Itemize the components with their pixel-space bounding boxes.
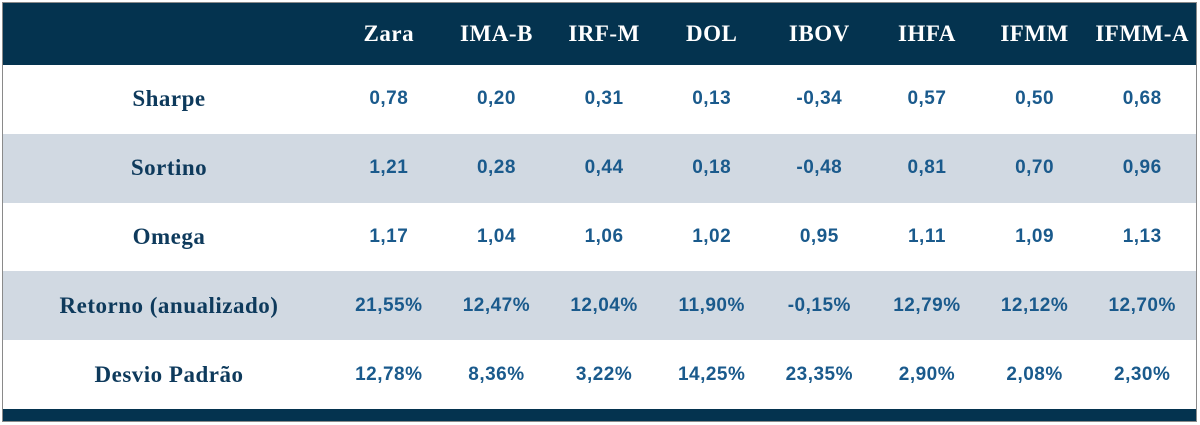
table-body: Sharpe 0,78 0,20 0,31 0,13 -0,34 0,57 0,50 0,68 S… [3,65,1196,409]
value-cell: 0,20 [476,88,516,110]
value-cell: 2,08% [1006,363,1063,385]
value-cell: 1,17 [369,225,409,247]
column-header: IMA-B [460,21,533,46]
row-label: Retorno (anualizado) [59,292,279,318]
value-cell: 1,06 [584,225,624,247]
value-cell: 12,04% [570,294,638,316]
value-cell: 0,96 [1122,157,1162,179]
value-cell: 1,13 [1122,225,1162,247]
value-cell: -0,48 [796,157,843,179]
value-cell: 0,18 [692,157,732,179]
column-header: Zara [363,21,415,46]
value-cell: 2,30% [1114,363,1171,385]
column-header: IFMM [1000,21,1069,46]
column-header: DOL [686,21,738,46]
value-cell: 0,57 [907,88,947,110]
value-cell: 0,28 [476,157,516,179]
value-cell: 12,78% [355,363,423,385]
value-cell: -0,15% [787,294,851,316]
value-cell: 0,95 [799,225,839,247]
value-cell: 0,70 [1015,157,1055,179]
value-cell: 0,78 [369,88,409,110]
value-cell: 12,47% [462,294,531,316]
table-header-row: Zara IMA-B IRF-M DOL IBOV IHFA IFMM IFMM-A [3,3,1196,65]
table-row: Sortino 1,21 0,28 0,44 0,18 -0,48 0,81 0,70 0,96 [3,133,1196,203]
column-header: IHFA [898,21,956,46]
value-cell: 1,21 [369,157,409,179]
row-label: Sortino [130,155,208,181]
column-header: IBOV [788,21,850,46]
value-cell: 3,22% [575,363,633,385]
column-header: IRF-M [568,21,640,46]
value-cell: 0,13 [692,88,732,110]
table-row: Sharpe 0,78 0,20 0,31 0,13 -0,34 0,57 0,50 0,68 [3,65,1196,134]
value-cell: 8,36% [468,363,525,385]
value-cell: 1,04 [476,225,516,247]
row-label: Desvio Padrão [94,361,244,387]
value-cell: 11,90% [678,294,745,316]
value-cell: 1,09 [1015,225,1055,247]
value-cell: 23,35% [785,363,854,385]
value-cell: 2,90% [898,363,956,385]
value-cell: 12,70% [1108,294,1176,316]
value-cell: 12,12% [1000,294,1069,316]
value-cell: 0,44 [584,157,624,179]
value-cell: 1,02 [692,225,732,247]
table-row: Omega 1,17 1,04 1,06 1,02 0,95 1,11 1,09 1,13 [3,202,1196,272]
value-cell: -0,34 [796,88,843,110]
value-cell: 0,68 [1122,88,1162,110]
value-cell: 14,25% [677,363,746,385]
value-cell: 1,11 [907,225,946,247]
value-cell: 0,50 [1015,88,1055,110]
value-cell: 21,55% [355,294,423,316]
column-header: IFMM-A [1095,21,1190,46]
table-footer-bar [3,409,1196,421]
row-label: Sharpe [132,86,206,112]
value-cell: 0,31 [584,88,624,110]
value-cell: 12,79% [893,294,961,316]
table-row: Retorno (anualizado) 21,55% 12,47% 12,04% 11… [3,271,1196,341]
row-label: Omega [132,223,206,249]
table-row: Desvio Padrão 12,78% 8,36% 3,22% 14,25% 23,35… [3,340,1196,409]
value-cell: 0,81 [907,157,947,179]
